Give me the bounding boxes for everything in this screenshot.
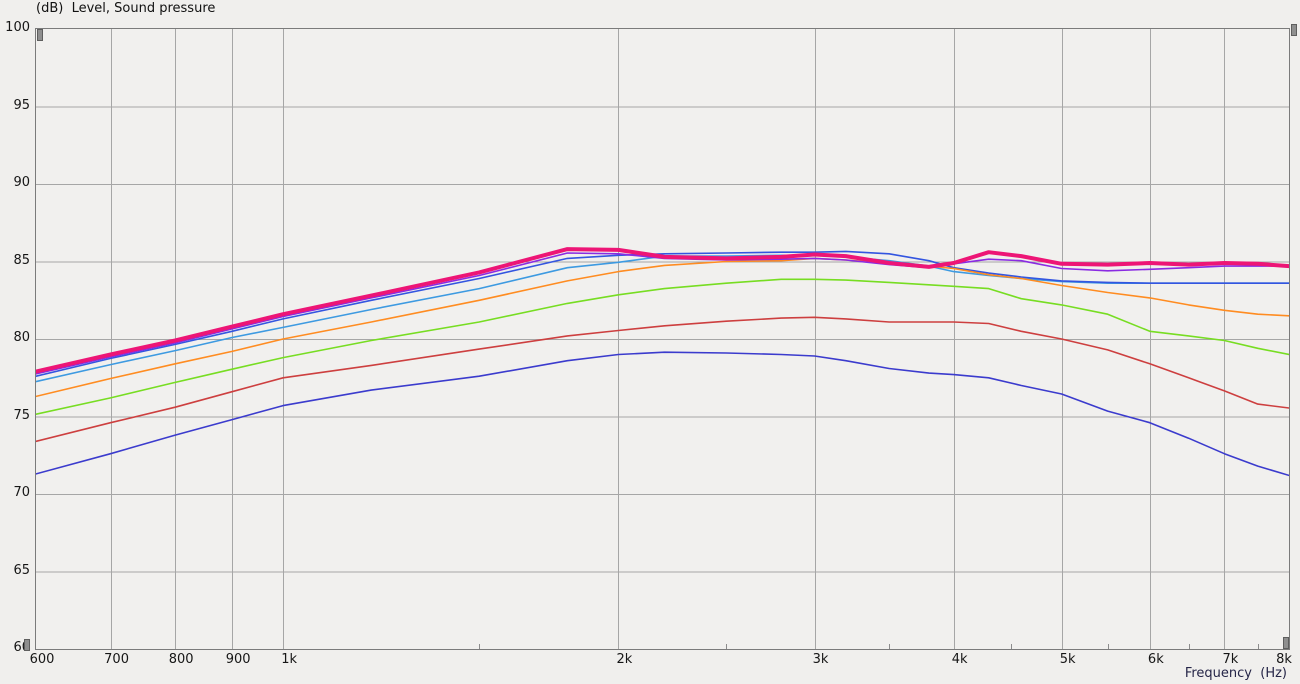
x-tick-label: 2k bbox=[616, 652, 633, 667]
axis-end-handle-bottom-right[interactable] bbox=[1283, 637, 1289, 649]
x-tick-label: 600 bbox=[29, 652, 55, 667]
series-curve-light-blue bbox=[36, 254, 1289, 383]
y-tick-label: 90 bbox=[13, 175, 30, 190]
x-tick-label: 5k bbox=[1059, 652, 1076, 667]
x-tick-label: 4k bbox=[951, 652, 968, 667]
x-tick-label: 800 bbox=[168, 652, 194, 667]
y-tick-label: 65 bbox=[13, 562, 30, 578]
axis-end-handle-top-left[interactable] bbox=[37, 29, 43, 41]
series-curve-magenta-thick bbox=[36, 247, 1289, 374]
x-tick-label: 900 bbox=[225, 652, 251, 667]
axis-end-handle-top-right[interactable] bbox=[1291, 24, 1297, 36]
x-axis-title: Frequency (Hz) bbox=[1184, 666, 1287, 681]
y-tick-label: 85 bbox=[13, 252, 30, 268]
series-curve-red bbox=[36, 316, 1289, 443]
x-tick-label: 6k bbox=[1147, 652, 1164, 667]
x-tick-label: 3k bbox=[812, 652, 829, 667]
series-curve-purple bbox=[36, 252, 1289, 375]
x-tick-label: 8k bbox=[1276, 652, 1292, 667]
chart-title: (dB) Level, Sound pressure bbox=[36, 1, 216, 16]
y-tick-label: 100 bbox=[5, 20, 30, 35]
y-tick-label: 75 bbox=[13, 407, 30, 423]
series-curve-green bbox=[36, 278, 1289, 416]
x-tick-label: 7k bbox=[1222, 652, 1239, 667]
y-tick-label: 80 bbox=[13, 330, 30, 345]
plot-area bbox=[35, 28, 1290, 650]
y-tick-label: 70 bbox=[13, 485, 30, 500]
axis-end-handle-bottom-left[interactable] bbox=[24, 639, 30, 651]
x-tick-label: 1k bbox=[281, 652, 297, 667]
x-tick-label: 700 bbox=[104, 652, 129, 667]
series-curve-dark-blue bbox=[36, 351, 1289, 477]
series-curve-blue bbox=[36, 250, 1289, 378]
plot-canvas bbox=[36, 29, 1289, 649]
y-tick-label: 95 bbox=[13, 97, 30, 113]
